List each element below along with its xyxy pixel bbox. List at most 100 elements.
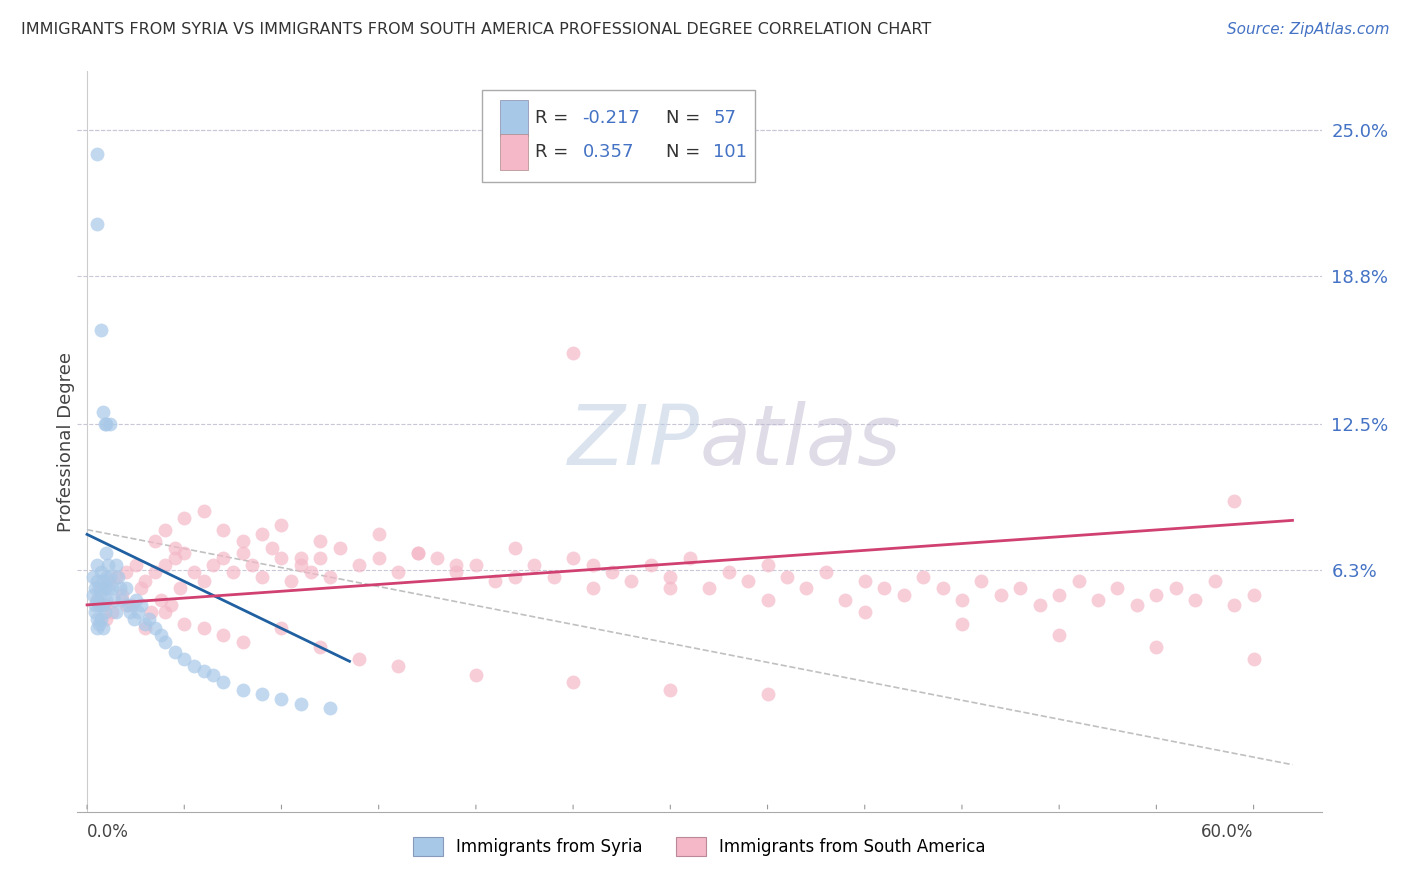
Point <box>853 605 876 619</box>
Point <box>1028 598 1050 612</box>
Point <box>1164 582 1187 596</box>
Point <box>124 558 146 572</box>
Point <box>96 593 118 607</box>
Point <box>91 405 114 419</box>
Point <box>97 582 120 596</box>
Point <box>1144 640 1167 655</box>
Point <box>562 675 585 690</box>
Point <box>134 621 156 635</box>
Point <box>143 565 166 579</box>
Point <box>600 565 623 579</box>
Point <box>543 570 565 584</box>
Point <box>127 605 149 619</box>
Point <box>83 598 105 612</box>
Point <box>93 598 115 612</box>
Point <box>82 570 104 584</box>
Point <box>149 593 172 607</box>
Point <box>193 574 215 589</box>
Point <box>134 574 156 589</box>
Point <box>1047 589 1070 603</box>
Point <box>1204 574 1226 589</box>
Point <box>329 541 352 556</box>
Point <box>86 593 108 607</box>
Point <box>260 541 283 556</box>
Point <box>270 550 292 565</box>
Point <box>319 570 342 584</box>
Text: Source: ZipAtlas.com: Source: ZipAtlas.com <box>1226 22 1389 37</box>
Point <box>697 582 720 596</box>
Point <box>756 593 779 607</box>
Point <box>367 527 389 541</box>
Point <box>270 518 292 533</box>
Point <box>97 558 120 572</box>
Point <box>143 534 166 549</box>
Point <box>90 612 112 626</box>
Bar <box>501 100 527 136</box>
Point <box>193 504 215 518</box>
Point <box>319 701 342 715</box>
Text: 0.357: 0.357 <box>582 143 634 161</box>
Point <box>349 652 371 666</box>
Point <box>159 598 181 612</box>
Point <box>756 558 779 572</box>
Point <box>131 582 153 596</box>
Point <box>659 682 682 697</box>
Point <box>83 582 105 596</box>
Text: R =: R = <box>536 143 574 161</box>
Point <box>562 346 585 360</box>
Point <box>1184 593 1206 607</box>
Point <box>464 668 486 682</box>
Point <box>193 664 215 678</box>
Text: N =: N = <box>666 109 706 127</box>
Point <box>222 565 245 579</box>
Point <box>93 605 115 619</box>
Point <box>1010 582 1032 596</box>
Text: IMMIGRANTS FROM SYRIA VS IMMIGRANTS FROM SOUTH AMERICA PROFESSIONAL DEGREE CORRE: IMMIGRANTS FROM SYRIA VS IMMIGRANTS FROM… <box>21 22 931 37</box>
Point <box>101 582 124 596</box>
Point <box>86 574 108 589</box>
Point <box>299 565 322 579</box>
Point <box>814 565 837 579</box>
Point <box>484 574 506 589</box>
Point <box>232 682 254 697</box>
Point <box>105 605 128 619</box>
Y-axis label: Professional Degree: Professional Degree <box>58 351 75 532</box>
Point <box>367 550 389 565</box>
Bar <box>501 135 527 169</box>
Point <box>90 323 112 337</box>
Point <box>117 598 139 612</box>
Point <box>138 612 160 626</box>
Point <box>893 589 915 603</box>
Point <box>309 550 332 565</box>
Text: 101: 101 <box>713 143 747 161</box>
Point <box>931 582 953 596</box>
Point <box>91 621 114 635</box>
Point <box>90 589 112 603</box>
Point <box>96 417 118 431</box>
Point <box>212 523 235 537</box>
Point <box>163 550 186 565</box>
Point <box>212 550 235 565</box>
Point <box>91 598 114 612</box>
Point <box>86 593 108 607</box>
Point <box>87 598 110 612</box>
Point <box>426 550 449 565</box>
Point <box>1144 589 1167 603</box>
Point <box>111 593 134 607</box>
Text: 57: 57 <box>713 109 737 127</box>
Point <box>270 621 292 635</box>
Point <box>87 582 110 596</box>
Point <box>121 598 143 612</box>
Point <box>290 558 312 572</box>
Point <box>309 640 332 655</box>
Text: N =: N = <box>666 143 706 161</box>
Point <box>950 593 973 607</box>
Point <box>103 593 125 607</box>
Point <box>1087 593 1109 607</box>
Point <box>212 628 235 642</box>
FancyBboxPatch shape <box>482 90 755 183</box>
Point <box>173 652 195 666</box>
Point <box>193 621 215 635</box>
Point <box>107 570 129 584</box>
Point <box>717 565 740 579</box>
